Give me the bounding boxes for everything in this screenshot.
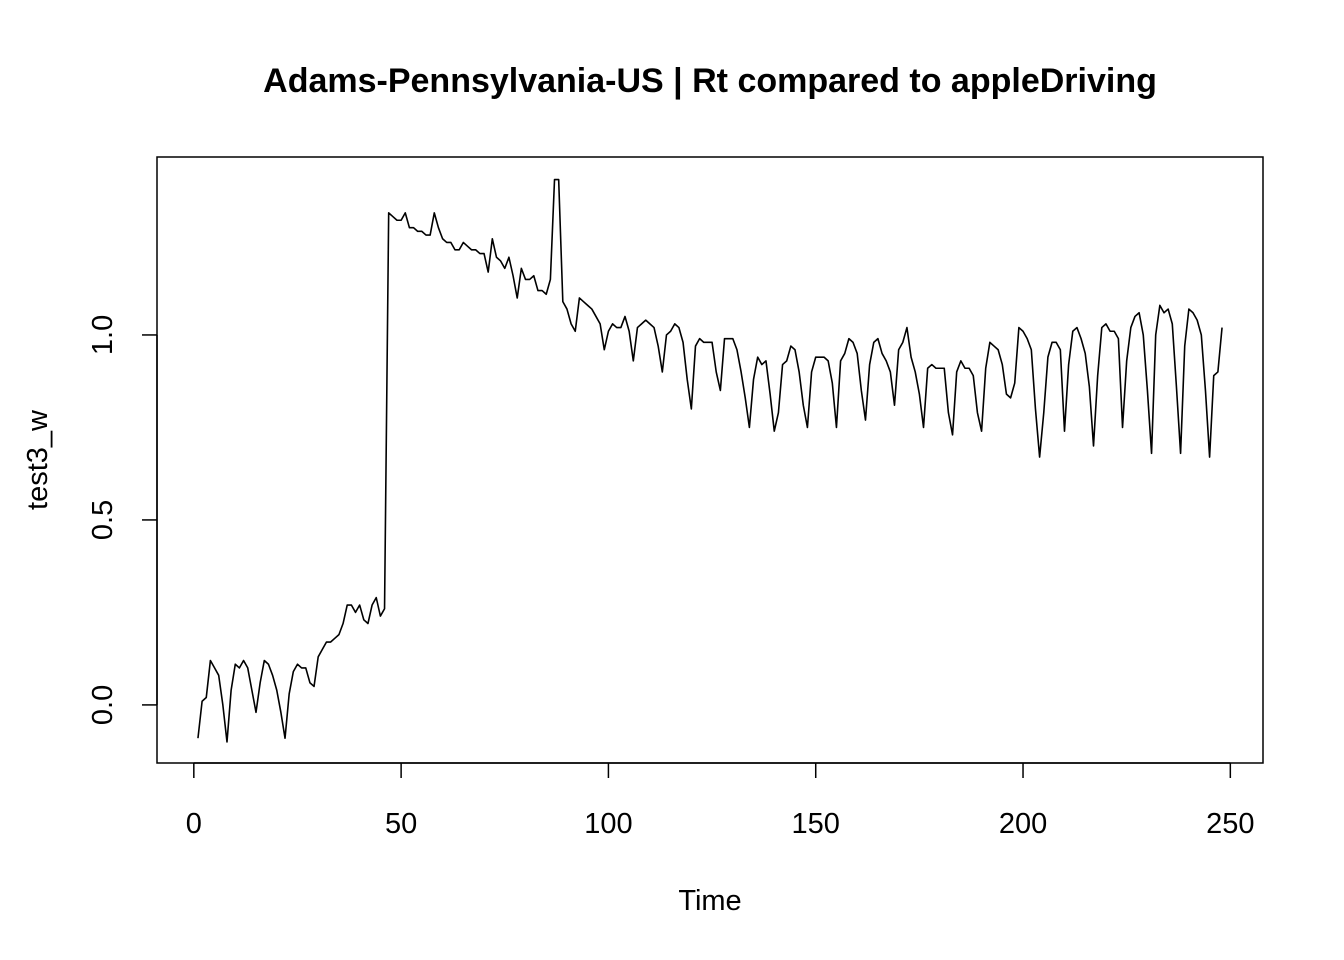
x-tick-label: 50 [385,808,417,840]
x-tick-label: 250 [1206,808,1254,840]
x-tick-label: 100 [584,808,632,840]
y-tick-label: 1.0 [87,315,119,355]
y-tick-label: 0.0 [87,685,119,725]
chart-title: Adams-Pennsylvania-US | Rt compared to a… [263,62,1157,100]
x-tick-label: 0 [186,808,202,840]
data-line [197,178,1223,743]
plot-box [156,156,1264,764]
y-tick-label: 0.5 [87,500,119,540]
y-axis-label: test3_w [22,409,54,510]
x-tick-label: 200 [999,808,1047,840]
x-axis-label: Time [678,885,741,917]
x-tick-label: 150 [792,808,840,840]
